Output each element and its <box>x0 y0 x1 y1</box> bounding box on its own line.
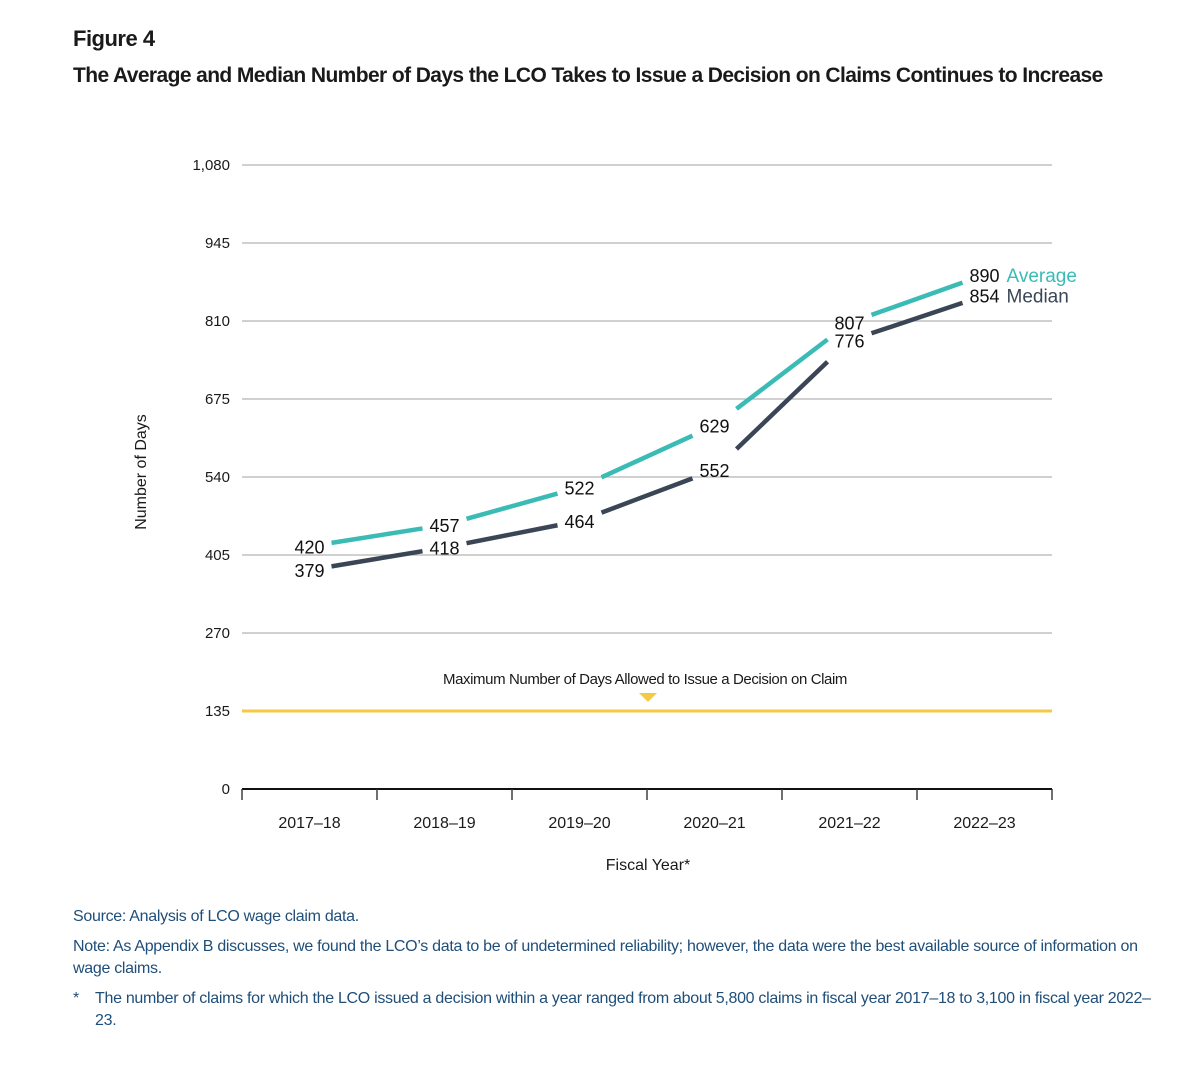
median-data-label: 552 <box>699 461 729 481</box>
figure-notes: Source: Analysis of LCO wage claim data.… <box>73 906 1153 1032</box>
median-data-label: 854 <box>969 287 999 307</box>
figure-title: The Average and Median Number of Days th… <box>73 64 1103 87</box>
x-tick-label: 2018–19 <box>413 815 475 832</box>
median-data-label: 464 <box>564 512 594 532</box>
x-tick-label: 2019–20 <box>548 815 610 832</box>
average-line-segment <box>465 491 559 522</box>
median-data-label: 776 <box>834 332 864 352</box>
y-tick-label: 0 <box>222 781 230 798</box>
median-line-segment <box>734 360 830 451</box>
gridlines <box>242 164 1052 634</box>
line-chart: 0 135 270 405 540 675 810 945 1,080 Maximum Numb… <box>133 157 1077 874</box>
average-data-label: 522 <box>564 478 594 498</box>
average-line-segment <box>870 280 964 318</box>
footnote: * The number of claims for which the LCO… <box>73 988 1153 1032</box>
x-axis-title: Fiscal Year* <box>606 857 691 874</box>
median-series-label: Median <box>1007 287 1069 308</box>
median-data-label: 418 <box>429 538 459 558</box>
y-tick-label: 405 <box>205 547 230 564</box>
y-tick-label: 810 <box>205 313 230 330</box>
y-tick-label: 270 <box>205 625 230 642</box>
reference-line-group: Maximum Number of Days Allowed to Issue … <box>242 671 1052 713</box>
average-data-label: 629 <box>699 417 729 437</box>
average-line-segment <box>331 526 423 546</box>
median-line-segment <box>870 300 964 336</box>
median-data-label: 379 <box>294 561 324 581</box>
average-data-label: 807 <box>834 314 864 334</box>
average-data-label: 420 <box>294 537 324 557</box>
figure-label: Figure 4 <box>73 26 155 51</box>
reference-line-label: Maximum Number of Days Allowed to Issue … <box>443 671 847 688</box>
y-tick-label: 135 <box>205 703 230 720</box>
series-lines <box>331 280 964 569</box>
reliability-note: Note: As Appendix B discusses, we found … <box>73 938 1138 977</box>
median-line-segment <box>331 548 423 569</box>
average-line-segment <box>600 433 694 480</box>
y-axis-title: Number of Days <box>133 414 150 530</box>
average-series-label: Average <box>1007 266 1077 287</box>
y-axis-ticks: 0 135 270 405 540 675 810 945 1,080 <box>192 157 230 798</box>
median-line-segment <box>466 523 558 546</box>
y-tick-label: 540 <box>205 469 230 486</box>
x-tick-label: 2022–23 <box>953 815 1015 832</box>
data-labels: 420 457 522 629 807 890 Average 379 418 464 552 776… <box>294 266 1076 581</box>
footnote-text: The number of claims for which the LCO i… <box>95 990 1151 1029</box>
footnote-mark: * <box>73 990 79 1007</box>
x-tick-label: 2021–22 <box>818 815 880 832</box>
average-data-label: 890 <box>969 266 999 286</box>
y-tick-label: 945 <box>205 235 230 252</box>
x-tick-label: 2017–18 <box>278 815 340 832</box>
average-line-segment <box>735 337 829 411</box>
median-line-segment <box>600 476 694 515</box>
y-tick-label: 675 <box>205 391 230 408</box>
source-note: Source: Analysis of LCO wage claim data. <box>73 908 359 925</box>
x-tick-label: 2020–21 <box>683 815 745 832</box>
average-data-label: 457 <box>429 516 459 536</box>
y-tick-label: 1,080 <box>192 157 230 174</box>
reference-arrow-icon <box>639 693 657 702</box>
x-axis: 2017–18 2018–19 2019–20 2020–21 2021–22 2022–… <box>241 788 1053 832</box>
